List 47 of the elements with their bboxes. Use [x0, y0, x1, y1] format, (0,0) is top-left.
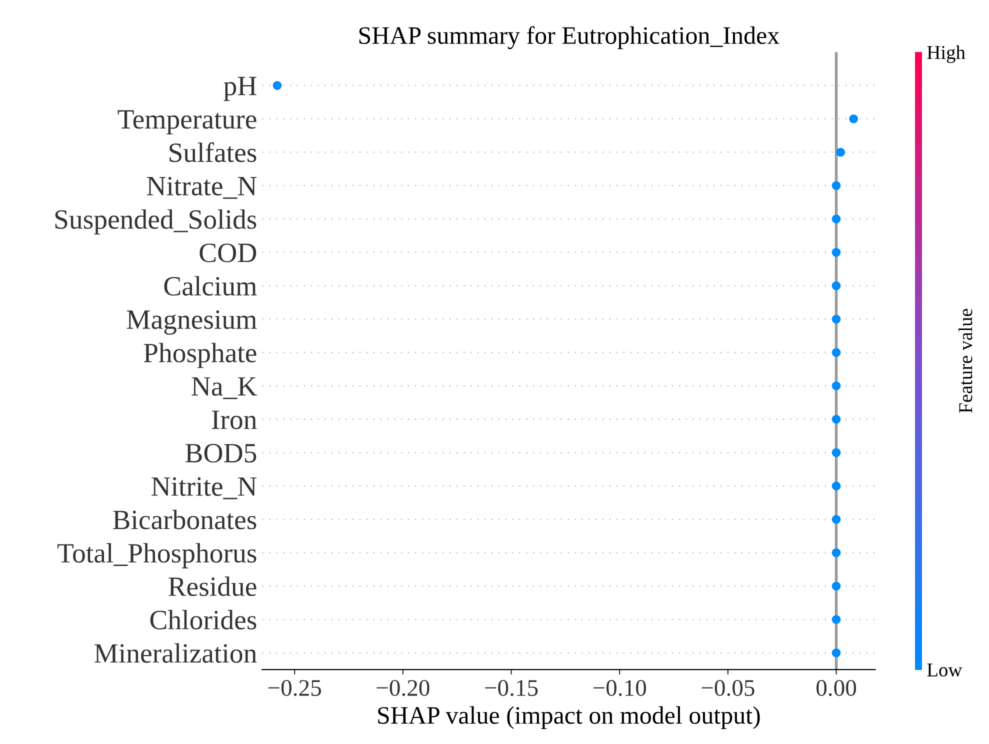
y-tick-label: Temperature [118, 110, 256, 134]
point [832, 314, 841, 324]
point [832, 515, 841, 524]
point [832, 414, 841, 424]
point [832, 181, 841, 190]
point [849, 114, 858, 124]
y-tick-label: Iron [212, 410, 257, 430]
point [832, 615, 841, 624]
x-tick-label: 0.00 [816, 680, 856, 696]
y-tick-label: Magnesium [126, 310, 257, 335]
y-tick-label: Na_K [192, 377, 257, 400]
chart-title: SHAP summary for Eutrophication_Index [359, 26, 780, 50]
x-tick-label: −0.15 [485, 680, 538, 696]
point [832, 281, 841, 290]
point [832, 448, 841, 458]
point [832, 648, 841, 658]
point [832, 548, 841, 558]
y-tick-label: Mineralization [94, 643, 257, 663]
y-tick-label: Nitrate_N [146, 176, 257, 199]
color-bar-title: Feature value [958, 308, 972, 413]
y-tick-label: Total_Phosphorus [58, 543, 256, 568]
x-tick-label: −0.20 [376, 680, 430, 696]
y-tick-label: Residue [168, 576, 256, 596]
x-axis-title: SHAP value (impact on model output) [378, 706, 760, 729]
point [832, 248, 841, 257]
y-tick-label: Phosphate [144, 342, 256, 368]
point [272, 81, 282, 90]
x-tick-label: −0.05 [702, 680, 754, 696]
y-tick-label: pH [224, 76, 256, 102]
y-tick-label: Suspended_Solids [55, 209, 256, 235]
y-tick-label: Nitrite_N [152, 477, 257, 500]
x-tick-label: −0.10 [593, 680, 646, 696]
y-tick-label: Sulfates [170, 142, 256, 162]
x-tick-label: −0.25 [268, 680, 321, 696]
point [836, 148, 845, 157]
y-tick-label: COD [200, 244, 256, 262]
color-bar-label: Low [927, 664, 962, 677]
point [832, 482, 841, 490]
point [832, 348, 841, 357]
y-tick-label: Calcium [164, 276, 257, 296]
point [832, 214, 841, 224]
point [832, 381, 841, 390]
color-bar-label: High [927, 45, 966, 64]
y-tick-label: BOD5 [185, 444, 256, 463]
point [832, 582, 841, 591]
y-tick-label: Chlorides [150, 610, 256, 630]
y-tick-label: Bicarbonates [113, 510, 256, 530]
